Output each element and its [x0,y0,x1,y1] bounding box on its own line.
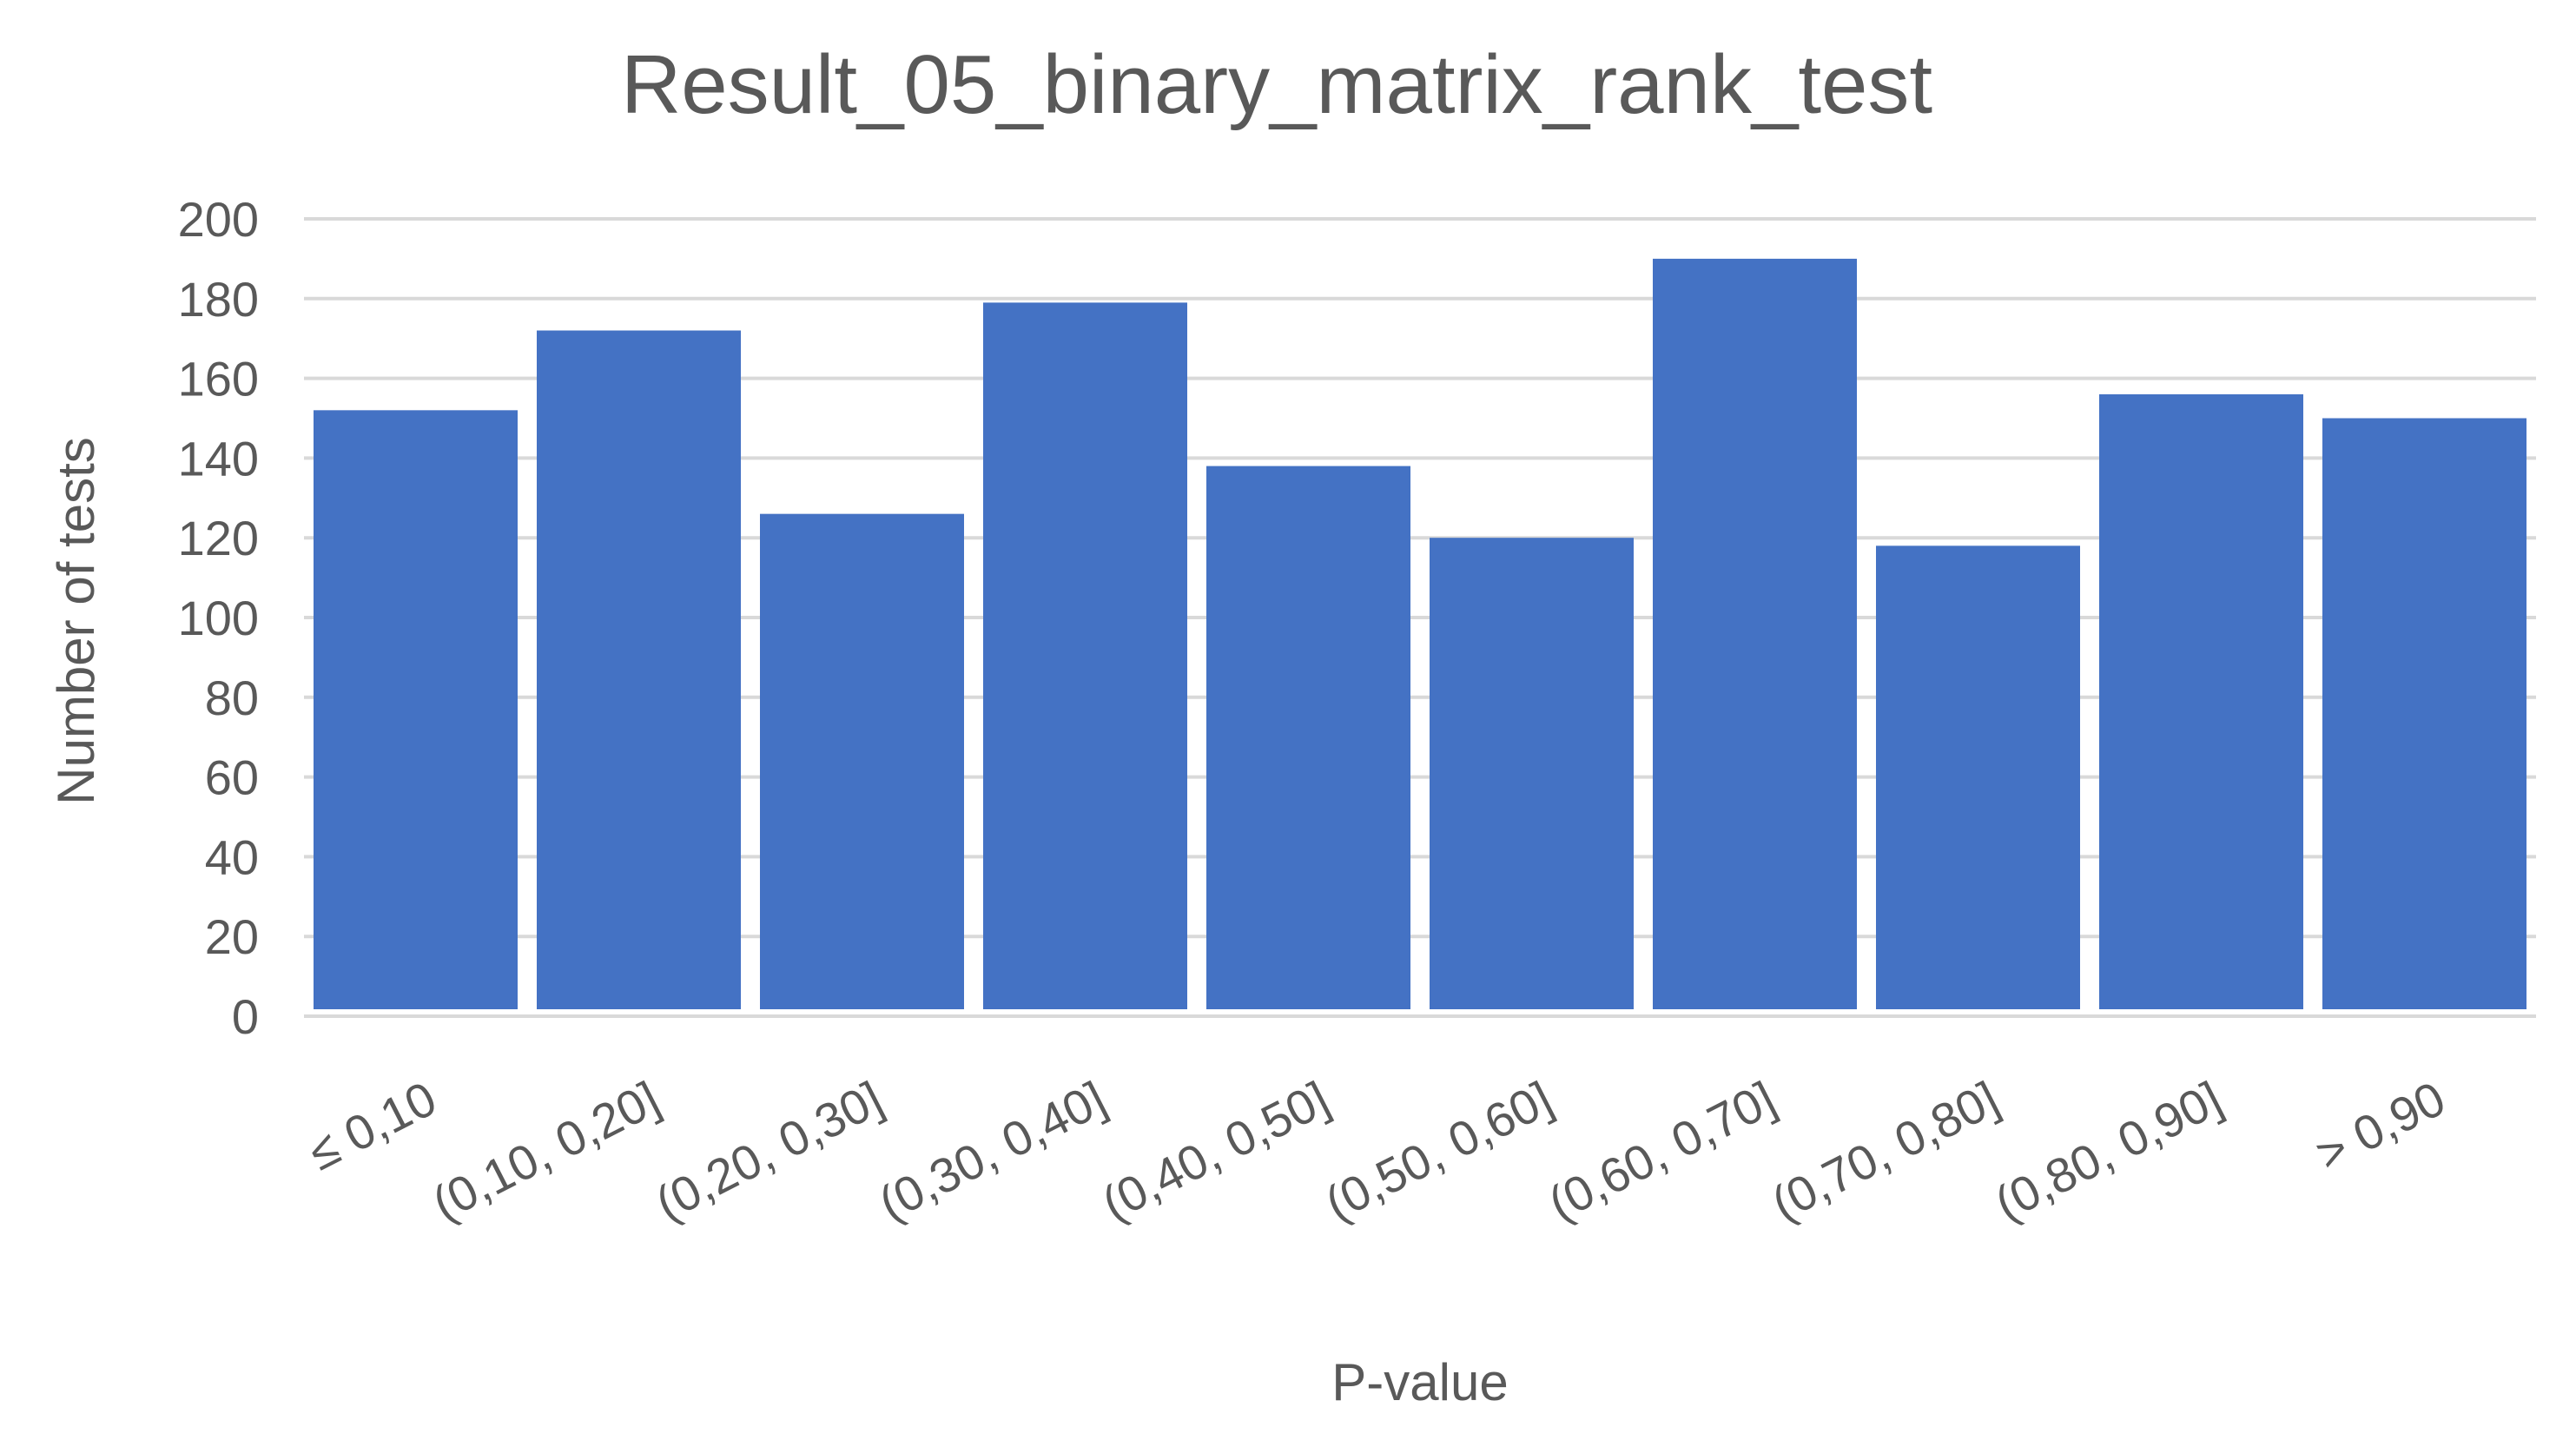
y-axis-ticks: 0 20 40 60 80 100 120 140 160 180 200 [178,192,259,1044]
x-tick-label: (0,70, 0,80] [1763,1071,2007,1232]
x-tick-label: (0,10, 0,20] [424,1071,668,1232]
bar [314,410,518,1009]
x-tick-label: > 0,90 [2307,1071,2454,1182]
x-tick-label: (0,60, 0,70] [1540,1071,1784,1232]
y-tick-label: 20 [205,909,259,964]
x-axis-title: P-value [1331,1353,1508,1411]
y-tick-label: 40 [205,829,259,884]
bar [1206,466,1410,1009]
y-tick-label: 0 [232,989,259,1044]
x-tick-label: (0,80, 0,90] [1986,1071,2230,1232]
x-tick-label: (0,30, 0,40] [870,1071,1114,1232]
y-axis-title: Number of tests [47,437,105,805]
x-tick-label: (0,20, 0,30] [647,1071,891,1232]
y-tick-label: 100 [178,591,259,645]
bar [983,302,1187,1009]
y-tick-label: 160 [178,352,259,406]
y-tick-label: 200 [178,192,259,247]
y-tick-label: 80 [205,671,259,725]
bars [314,258,2526,1010]
y-tick-label: 60 [205,750,259,805]
x-tick-label: ≤ 0,10 [300,1071,445,1181]
x-axis-ticks: ≤ 0,10(0,10, 0,20](0,20, 0,30](0,30, 0,4… [300,1071,2454,1232]
x-tick-label: (0,40, 0,50] [1093,1071,1338,1232]
bar [760,513,964,1009]
bar [1653,258,1857,1009]
y-tick-label: 120 [178,511,259,565]
bar [1430,538,1634,1009]
y-tick-label: 140 [178,431,259,486]
bar [537,330,741,1009]
chart-title: Result_05_binary_matrix_rank_test [621,38,1932,131]
bar [2099,393,2303,1010]
y-tick-label: 180 [178,272,259,327]
x-tick-label: (0,50, 0,60] [1317,1071,1561,1232]
bar [1876,545,2080,1009]
bar [2322,418,2526,1009]
